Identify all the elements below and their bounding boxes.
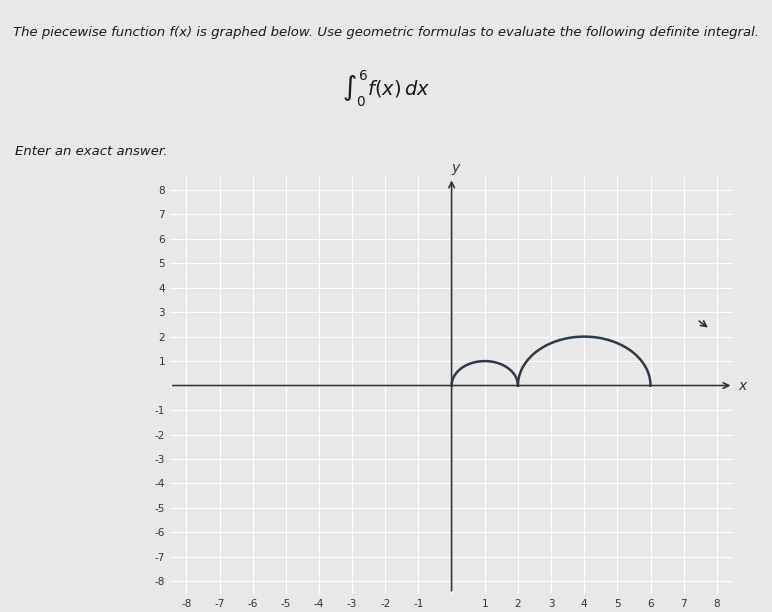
Text: The piecewise function f(x) is graphed below. Use geometric formulas to evaluate: The piecewise function f(x) is graphed b… bbox=[13, 26, 759, 39]
Text: $x$: $x$ bbox=[738, 379, 749, 392]
Text: $y$: $y$ bbox=[451, 162, 462, 177]
Text: Enter an exact answer.: Enter an exact answer. bbox=[15, 144, 168, 158]
Text: $\int_0^6 f(x)\,dx$: $\int_0^6 f(x)\,dx$ bbox=[342, 69, 430, 109]
